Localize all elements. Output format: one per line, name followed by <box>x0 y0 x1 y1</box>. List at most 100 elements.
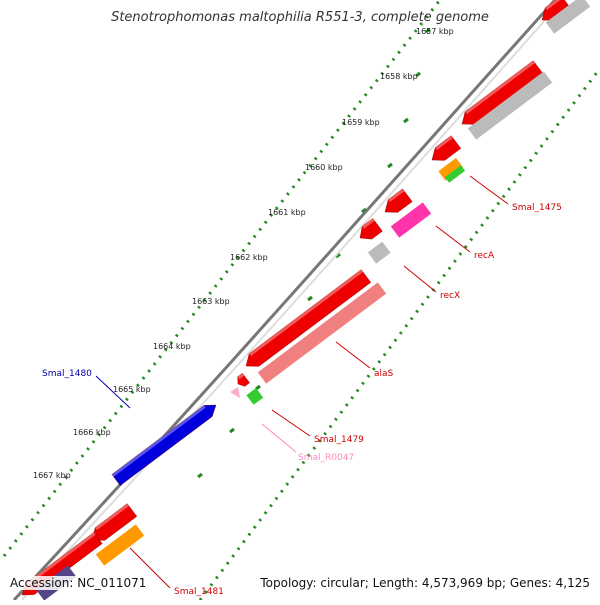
gene-smal1475-orange <box>438 158 464 181</box>
outer-dotted-track <box>91 440 96 444</box>
outer-dotted-track <box>408 36 412 40</box>
outer-dotted-track <box>313 156 318 161</box>
gene-alaS-outer <box>245 269 372 367</box>
gene-smal1475-outer-highlight <box>435 135 453 150</box>
outer-dotted-track <box>252 234 257 239</box>
inner-dotted-track <box>501 194 506 199</box>
outer-dotted-track <box>291 185 296 189</box>
inner-dotted-track <box>447 266 452 271</box>
inner-dotted-track <box>490 208 495 213</box>
outer-dotted-track <box>63 475 68 480</box>
outer-dotted-track <box>419 22 424 26</box>
outer-dotted-track <box>163 347 168 352</box>
outer-dotted-track <box>119 404 124 409</box>
inner-dotted-track <box>593 72 598 76</box>
outer-dotted-track <box>174 333 179 338</box>
gene-recX <box>367 241 391 264</box>
inner-dotted-track <box>301 460 306 465</box>
inner-dotted-track <box>242 539 246 544</box>
major-tick <box>387 162 393 169</box>
outer-dotted-track <box>2 553 7 557</box>
inner-dotted-track <box>453 259 457 263</box>
inner-dotted-track <box>231 554 235 558</box>
gene-bottom-red-highlight <box>25 532 96 586</box>
major-tick <box>403 117 409 124</box>
inner-dotted-track <box>555 122 560 127</box>
tick-label: 1665 kbp <box>113 385 151 394</box>
outer-dotted-track <box>336 128 340 132</box>
outer-dotted-track <box>208 291 213 295</box>
gene-upper-red-1 <box>461 60 544 125</box>
leader-line <box>469 175 509 205</box>
gene-recA-outer-highlight <box>388 188 405 202</box>
gene-label: alaS <box>374 369 394 379</box>
outer-dotted-track <box>324 142 329 147</box>
inner-dotted-track <box>561 115 566 120</box>
gene-upper-red-1-highlight <box>465 60 535 114</box>
inner-dotted-track <box>528 158 533 163</box>
outer-dotted-track <box>75 461 79 465</box>
inner-dotted-track <box>588 79 593 84</box>
gene-top-gray <box>545 0 591 34</box>
gene-small-red <box>237 372 250 387</box>
major-tick <box>255 384 261 391</box>
tick-label: 1662 kbp <box>230 253 268 262</box>
gene-smal1475-outer <box>431 135 462 161</box>
inner-dotted-track <box>523 165 528 170</box>
inner-dotted-track <box>355 388 360 393</box>
inner-dotted-track <box>480 223 484 227</box>
inner-dotted-track <box>279 489 284 494</box>
inner-dotted-track <box>350 395 355 400</box>
inner-dotted-track <box>409 316 414 321</box>
inner-dotted-track <box>307 453 311 458</box>
outer-dotted-track <box>197 305 201 310</box>
inner-dotted-track <box>382 352 387 357</box>
outer-dotted-track <box>69 468 74 472</box>
gene-label: Smal_1475 <box>512 203 562 213</box>
outer-dotted-track <box>424 15 429 19</box>
gene-smal1480-highlight <box>111 405 206 477</box>
outer-dotted-track <box>397 50 401 55</box>
inner-dotted-track <box>550 129 555 134</box>
gene-lower-red <box>91 503 138 541</box>
outer-dotted-track <box>363 93 368 97</box>
inner-dotted-track <box>399 331 403 335</box>
inner-dotted-track <box>361 381 365 386</box>
inner-dotted-track <box>344 403 349 407</box>
inner-dotted-track <box>204 590 208 594</box>
gene-small-red-highlight <box>237 373 245 380</box>
inner-dotted-track <box>415 309 419 314</box>
gene-label: recA <box>474 251 495 261</box>
tick-label: 1658 kbp <box>380 72 418 81</box>
gene-recA <box>390 202 432 238</box>
outer-dotted-track <box>247 241 251 246</box>
tick-label: 1663 kbp <box>192 297 230 306</box>
inner-dotted-track <box>458 252 463 256</box>
gene-smal1475-green <box>444 165 466 183</box>
outer-dotted-track <box>158 355 163 359</box>
outer-dotted-track <box>369 85 374 90</box>
inner-dotted-track <box>215 575 219 580</box>
gene-alaS <box>257 282 387 384</box>
outer-dotted-track <box>274 206 279 210</box>
leader-line <box>95 375 131 409</box>
outer-dotted-track <box>13 539 18 543</box>
gene-label: Smal_1479 <box>314 435 364 445</box>
inner-dotted-track <box>426 295 430 299</box>
outer-dotted-track <box>436 0 440 5</box>
outer-dotted-track <box>224 270 229 274</box>
outer-dotted-track <box>358 100 362 104</box>
inner-dotted-track <box>507 187 511 191</box>
major-tick <box>307 295 313 302</box>
major-tick <box>229 427 235 434</box>
inner-dotted-track <box>539 144 544 148</box>
inner-dotted-track <box>566 108 571 112</box>
accession-label: Accession: NC_011071 <box>8 576 149 590</box>
gene-smal1480 <box>111 404 217 486</box>
outer-dotted-track <box>236 255 240 260</box>
inner-dotted-track <box>290 475 295 479</box>
inner-dotted-track <box>296 467 300 472</box>
outer-dotted-track <box>19 532 24 536</box>
outer-dotted-track <box>41 503 46 508</box>
